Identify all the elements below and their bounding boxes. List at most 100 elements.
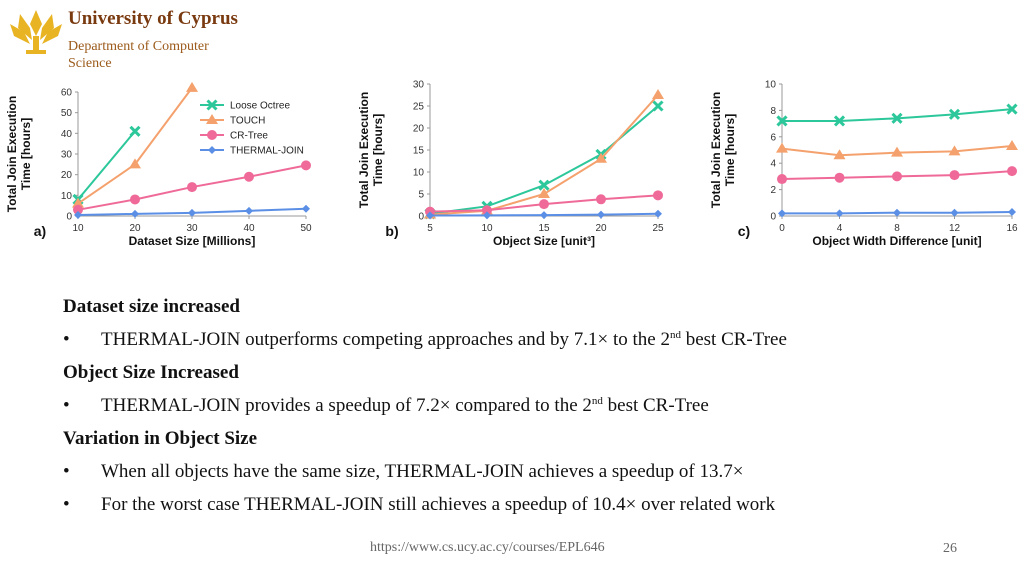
bullet-1-text: THERMAL-JOIN outperforms competing appro… [101, 329, 670, 350]
chart-b-data-point [538, 179, 550, 191]
chart-a-legend: Loose Octree TOUCH CR-Tree THERMAL-JOIN [200, 99, 304, 157]
bullet-2-sup: nd [591, 395, 603, 407]
chart-a-xtick-label: 10 [72, 223, 84, 234]
chart-b-panel-label: b) [385, 223, 398, 239]
chart-c-data-point [893, 208, 901, 217]
chart-a-data-point [187, 182, 197, 193]
chart-a-ytick-label: 20 [61, 170, 73, 181]
chart-a-xtick-label: 30 [186, 223, 198, 234]
chart-b-data-point [596, 194, 606, 205]
chart-c-data-point [778, 209, 786, 218]
chart-c-xtick-label: 16 [1006, 223, 1018, 234]
chart-c-xtick-label: 12 [949, 223, 961, 234]
chart-a-data-point [73, 204, 83, 215]
chart-b-ylabel-line1: Total Join Execution [357, 92, 371, 208]
chart-c-ytick-label: 10 [765, 80, 777, 91]
chart-a-data-point [130, 194, 140, 205]
chart-b-data-point [653, 190, 663, 201]
legend-marker [208, 146, 216, 154]
chart-b-data-point [595, 152, 607, 163]
bullet-2-text: THERMAL-JOIN provides a speedup of 7.2× … [101, 395, 592, 416]
bullet-2: THERMAL-JOIN provides a speedup of 7.2× … [63, 389, 1003, 422]
chart-a-data-point [301, 160, 311, 171]
bullet-3: When all objects have the same size, THE… [63, 455, 1003, 488]
chart-a-ylabel-line2: Time [hours] [19, 118, 33, 190]
footer-url[interactable]: https://www.cs.ucy.ac.cy/courses/EPL646 [370, 540, 605, 555]
legend-label: TOUCH [230, 116, 265, 127]
chart-c-data-point [834, 172, 845, 183]
chart-a-data-point [131, 209, 139, 218]
university-logo [10, 10, 62, 54]
chart-b-ytick-label: 0 [418, 212, 424, 223]
department-line2: Science [68, 56, 112, 71]
slide-body: Dataset size increased THERMAL-JOIN outp… [63, 290, 1003, 521]
chart-b-ytick-label: 30 [413, 80, 425, 91]
chart-c-data-point [833, 115, 846, 127]
department-line1: Department of Computer [68, 39, 209, 54]
chart-a-data-point [72, 197, 84, 208]
chart-a-xlabel: Dataset Size [Millions] [129, 234, 256, 248]
chart-b-ylabel-line2: Time [hours] [371, 114, 385, 186]
chart-b-ytick-label: 25 [413, 102, 425, 113]
chart-b-data-point [426, 211, 434, 220]
heading-variation: Variation in Object Size [63, 428, 258, 449]
legend-marker [206, 99, 218, 111]
chart-c-data-point [891, 146, 903, 157]
chart-a-series-loose-octree [72, 125, 141, 206]
chart-a-ytick-label: 60 [61, 88, 73, 99]
chart-b-xtick-label: 5 [427, 223, 433, 234]
chart-a-series-thermal-join [74, 204, 310, 219]
chart-c-ytick-label: 8 [770, 106, 776, 117]
chart-b-xtick-label: 20 [595, 223, 607, 234]
chart-c-xtick-label: 8 [894, 223, 900, 234]
chart-a-series-touch [72, 81, 198, 208]
chart-a-data-point [188, 208, 196, 217]
chart-c-data-point [949, 170, 960, 181]
chart-a-ylabel-line1: Total Join Execution [5, 96, 19, 212]
chart-b-data-point [540, 211, 548, 220]
legend-label: THERMAL-JOIN [230, 146, 304, 157]
chart-a-xtick-label: 40 [243, 223, 255, 234]
chart-c-data-point [1008, 208, 1016, 217]
chart-c-svg: 0 2 4 6 8 10 0 4 8 12 16 Object Width Difference [u… [709, 80, 1018, 248]
chart-b-ytick-label: 15 [413, 146, 425, 157]
chart-a-data-point [74, 210, 82, 219]
chart-a-data-point [129, 158, 141, 169]
chart-c-data-point [892, 171, 902, 182]
chart-c-data-point [1006, 140, 1018, 151]
chart-a-data-point [129, 125, 141, 137]
chart-b-data-point [652, 89, 664, 99]
chart-c-xtick-label: 0 [779, 223, 785, 234]
legend-marker [207, 130, 217, 140]
chart-c-xtick-label: 4 [837, 223, 843, 234]
chart-c-data-point [948, 145, 961, 156]
legend-label: Loose Octree [230, 101, 290, 112]
legend-label: CR-Tree [230, 131, 268, 142]
chart-a-series-line [77, 87, 193, 205]
chart-a-ytick-label: 10 [61, 191, 73, 202]
chart-c-ylabel-line2: Time [hours] [723, 114, 737, 186]
chart-c-data-point [1007, 166, 1017, 177]
chart-b-xlabel: Object Size [unit³] [493, 234, 595, 248]
chart-c-data-point [1006, 103, 1018, 115]
chart-a-data-point [245, 206, 253, 215]
chart-c-ytick-label: 6 [770, 132, 776, 143]
chart-b: 0 5 10 15 20 25 30 5 10 15 20 25 Object Size [unit³]… [355, 78, 685, 248]
chart-a-series-line [77, 130, 136, 201]
chart-b-ytick-label: 10 [413, 168, 425, 179]
chart-b-ytick-label: 20 [413, 124, 425, 135]
chart-c-panel-label: c) [738, 223, 750, 239]
chart-a: 0 10 20 30 40 50 60 10 20 30 40 50 Dataset Size [Mil… [0, 78, 330, 248]
heading-dataset-size: Dataset size increased [63, 296, 240, 317]
chart-a-ytick-label: 30 [61, 150, 73, 161]
bullet-1: THERMAL-JOIN outperforms competing appro… [63, 323, 1003, 356]
chart-c-data-point [948, 108, 961, 120]
chart-a-data-point [302, 204, 310, 213]
chart-c-ylabel-line1: Total Join Execution [709, 92, 723, 208]
heading-object-size: Object Size Increased [63, 362, 239, 383]
chart-c-series-thermal-join [778, 208, 1016, 218]
department-name: Department of Computer Science [68, 38, 209, 72]
chart-a-series-cr-tree [73, 160, 311, 215]
chart-b-xtick-label: 15 [538, 223, 550, 234]
